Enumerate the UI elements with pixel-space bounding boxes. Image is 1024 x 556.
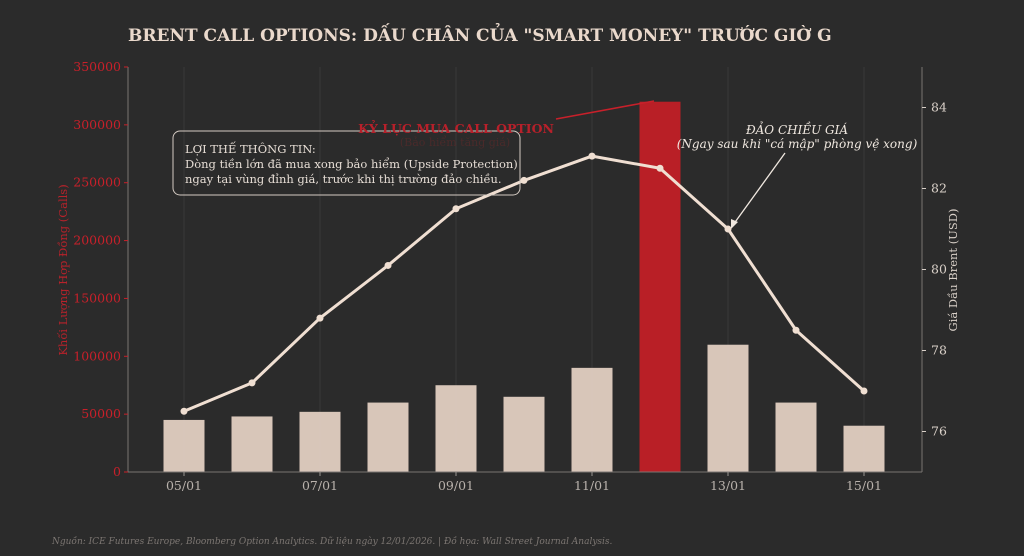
axes: 0 50000 100000 150000 200000 250000 300000 3500…	[73, 59, 947, 493]
y-left-tick-label: 150000	[73, 290, 121, 305]
plot-area: 0 50000 100000 150000 200000 250000 300000 3500…	[73, 59, 947, 493]
price-line	[183, 154, 865, 413]
bar	[435, 385, 477, 472]
info-box: LỢI THẾ THÔNG TIN: Dòng tiền lớn đã mua …	[172, 130, 521, 196]
x-tick-label: 05/01	[166, 478, 202, 493]
bar	[503, 396, 545, 472]
price-point	[588, 152, 596, 160]
y-left-tick-label: 0	[113, 464, 121, 479]
info-box-line2: Dòng tiền lớn đã mua xong bảo hiểm (Upsi…	[185, 157, 518, 171]
record-annotation-title: KỶ LỤC MUA CALL OPTION	[358, 119, 554, 136]
bar	[299, 411, 341, 472]
y-left-tick-label: 100000	[73, 348, 121, 363]
y-right-tick-label: 80	[931, 262, 947, 277]
y-right-tick-label: 84	[931, 100, 947, 115]
price-point	[316, 314, 324, 322]
price-point	[520, 176, 528, 184]
price-point	[724, 225, 732, 233]
y-axis-left-title: Khối Lượng Hợp Đồng (Calls)	[56, 184, 70, 355]
price-point	[792, 326, 800, 334]
x-tick-label: 11/01	[574, 478, 610, 493]
source-note: Nguồn: ICE Futures Europe, Bloomberg Opt…	[51, 536, 613, 547]
price-point	[656, 164, 664, 172]
reversal-annotation: ĐẢO CHIỀU GIÁ (Ngay sau khi "cá mập" phò…	[677, 120, 918, 229]
reversal-arrow-head	[731, 219, 738, 229]
info-box-border	[172, 130, 521, 196]
y-axis-right-title: Giá Dầu Brent (USD)	[946, 209, 960, 332]
y-left-tick-label: 350000	[73, 59, 121, 74]
bar-series	[163, 67, 885, 472]
x-tick-label: 13/01	[710, 478, 746, 493]
bar	[367, 402, 409, 472]
price-point	[180, 407, 188, 415]
bar	[231, 416, 273, 472]
price-point	[384, 261, 392, 269]
reversal-annotation-subtitle: (Ngay sau khi "cá mập" phòng vệ xong)	[677, 137, 918, 151]
y-right-tick-label: 76	[931, 424, 947, 439]
x-tick-label: 07/01	[302, 478, 338, 493]
bar	[707, 344, 749, 472]
x-tick-label: 09/01	[438, 478, 474, 493]
record-arrow	[555, 100, 655, 120]
x-tick-label: 15/01	[846, 478, 882, 493]
info-box-line3: ngay tại vùng đỉnh giá, trước khi thị tr…	[185, 172, 502, 186]
y-right-tick-label: 78	[931, 343, 947, 358]
y-left-tick-label: 50000	[81, 406, 121, 421]
price-point	[860, 387, 868, 395]
price-point	[452, 205, 460, 213]
reversal-annotation-title: ĐẢO CHIỀU GIÁ	[745, 120, 848, 137]
bar	[163, 419, 205, 472]
bar	[843, 425, 885, 472]
y-right-tick-label: 82	[931, 181, 947, 196]
info-box-line1: LỢI THẾ THÔNG TIN:	[185, 141, 316, 156]
reversal-arrow	[732, 152, 786, 226]
record-annotation: (Bảo hiểm tăng giá) KỶ LỤC MUA CALL OPTI…	[358, 100, 655, 149]
record-annotation-subtitle: (Bảo hiểm tăng giá)	[400, 135, 510, 149]
bar	[571, 367, 613, 472]
chart-title: BRENT CALL OPTIONS: DẤU CHÂN CỦA "SMART …	[128, 23, 832, 46]
bar-highlight	[639, 101, 681, 472]
line-series	[180, 152, 868, 415]
y-left-tick-label: 200000	[73, 233, 121, 248]
y-left-tick-label: 300000	[73, 117, 121, 132]
bar	[775, 402, 817, 472]
y-left-tick-label: 250000	[73, 175, 121, 190]
price-point	[248, 379, 256, 387]
